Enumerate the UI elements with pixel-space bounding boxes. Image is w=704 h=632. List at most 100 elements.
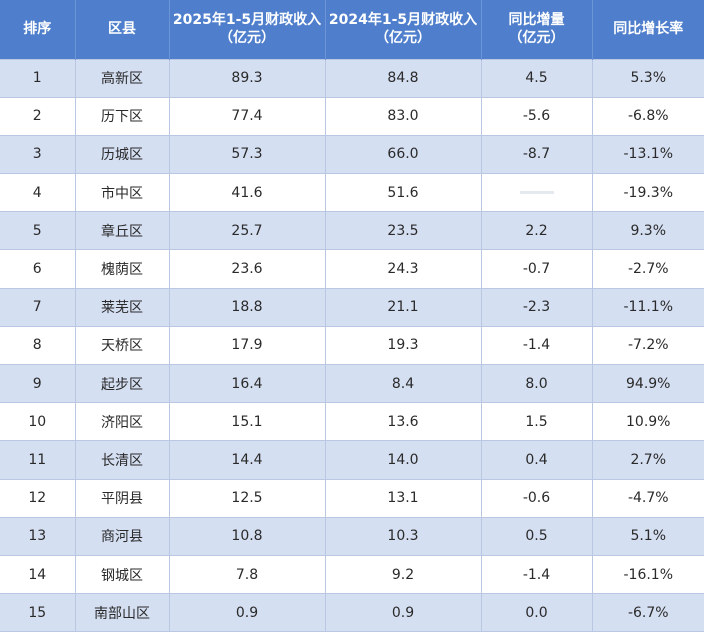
yoy-change-cell: 0.5 (480, 516, 592, 556)
table-row: 7 莱芜区 18.8 21.1 -2.3 -11.1% (0, 287, 704, 327)
district-cell: 长清区 (74, 440, 169, 480)
yoy-rate-cell: -4.7% (591, 478, 704, 518)
table-row: 1 高新区 89.3 84.8 4.5 5.3% (0, 58, 704, 98)
revenue-2025-cell: 25.7 (168, 211, 325, 250)
yoy-rate-cell: -7.2% (591, 325, 704, 365)
revenue-2024-cell: 10.3 (324, 516, 481, 556)
revenue-2025-cell: 16.4 (168, 363, 325, 403)
revenue-2024-cell: 21.1 (324, 287, 481, 327)
yoy-rate-cell: -19.3% (591, 173, 704, 212)
district-cell: 商河县 (74, 516, 169, 556)
rank-cell: 12 (0, 478, 75, 518)
district-cell: 南部山区 (74, 593, 169, 632)
table-row: 12 平阴县 12.5 13.1 -0.6 -4.7% (0, 478, 704, 518)
header-label: （亿元） (219, 30, 275, 47)
header-label: （亿元） (508, 30, 565, 47)
district-cell: 章丘区 (74, 211, 169, 250)
yoy-rate-cell: 94.9% (591, 363, 704, 403)
yoy-rate-cell: -6.8% (591, 96, 704, 136)
district-cell: 莱芜区 (74, 287, 169, 327)
table-row: 5 章丘区 25.7 23.5 2.2 9.3% (0, 211, 704, 250)
revenue-2025-cell: 10.8 (168, 516, 325, 556)
header-label: 2024年1-5月财政收入 (328, 12, 478, 29)
revenue-2025-cell: 0.9 (168, 593, 325, 632)
table-row: 8 天桥区 17.9 19.3 -1.4 -7.2% (0, 325, 704, 365)
district-cell: 起步区 (74, 363, 169, 403)
yoy-rate-cell: -2.7% (591, 249, 704, 289)
district-cell: 济阳区 (74, 402, 169, 441)
yoy-rate-cell: 9.3% (591, 211, 704, 250)
district-cell: 历下区 (74, 96, 169, 136)
rank-cell: 6 (0, 249, 75, 289)
rank-cell: 10 (0, 402, 75, 441)
revenue-2025-cell: 12.5 (168, 478, 325, 518)
header-label: 区县 (108, 21, 136, 38)
district-cell: 高新区 (74, 58, 169, 98)
district-cell: 天桥区 (74, 325, 169, 365)
yoy-rate-cell: 5.1% (591, 516, 704, 556)
rank-cell: 15 (0, 593, 75, 632)
header-revenue-2024: 2024年1-5月财政收入 （亿元） (324, 0, 481, 59)
yoy-change-cell: -8.7 (480, 134, 592, 174)
district-cell: 钢城区 (74, 554, 169, 594)
district-cell: 平阴县 (74, 478, 169, 518)
revenue-2025-cell: 18.8 (168, 287, 325, 327)
revenue-2024-cell: 83.0 (324, 96, 481, 136)
header-yoy-rate: 同比增长率 (591, 0, 704, 59)
yoy-rate-cell: 10.9% (591, 402, 704, 441)
revenue-2024-cell: 19.3 (324, 325, 481, 365)
table-row: 6 槐荫区 23.6 24.3 -0.7 -2.7% (0, 249, 704, 289)
table-row: 2 历下区 77.4 83.0 -5.6 -6.8% (0, 96, 704, 136)
header-label: （亿元） (375, 30, 431, 47)
rank-cell: 3 (0, 134, 75, 174)
district-cell: 历城区 (74, 134, 169, 174)
header-yoy-change: 同比增量 （亿元） (480, 0, 592, 59)
table-header: 排序 区县 2025年1-5月财政收入 （亿元） 2024年1-5月财政收入 （亿元） 同比… (0, 0, 704, 59)
revenue-2024-cell: 23.5 (324, 211, 481, 250)
yoy-change-cell: -1.4 (480, 325, 592, 365)
table-body: 1 高新区 89.3 84.8 4.5 5.3% 2 历下区 77.4 83.0 -5.6 -6.8%… (0, 58, 704, 632)
rank-cell: 13 (0, 516, 75, 556)
revenue-2025-cell: 23.6 (168, 249, 325, 289)
yoy-rate-cell: 2.7% (591, 440, 704, 480)
rank-cell: 5 (0, 211, 75, 250)
yoy-rate-cell: -13.1% (591, 134, 704, 174)
revenue-2024-cell: 51.6 (324, 173, 481, 212)
yoy-change-cell: -5.6 (480, 96, 592, 136)
yoy-rate-cell: -11.1% (591, 287, 704, 327)
yoy-change-cell: -0.7 (480, 249, 592, 289)
rank-cell: 8 (0, 325, 75, 365)
revenue-2024-cell: 13.6 (324, 402, 481, 441)
header-row: 排序 区县 2025年1-5月财政收入 （亿元） 2024年1-5月财政收入 （亿元） 同比… (0, 0, 704, 59)
header-label: 排序 (23, 21, 52, 38)
header-district: 区县 (74, 0, 169, 59)
table-row: 15 南部山区 0.9 0.9 0.0 -6.7% (0, 593, 704, 632)
revenue-2025-cell: 15.1 (168, 402, 325, 441)
yoy-change-cell: 1.5 (480, 402, 592, 441)
revenue-2024-cell: 14.0 (324, 440, 481, 480)
yoy-change-cell: -2.3 (480, 287, 592, 327)
revenue-2024-cell: 66.0 (324, 134, 481, 174)
rank-cell: 11 (0, 440, 75, 480)
yoy-change-cell: 8.0 (480, 363, 592, 403)
yoy-change-cell: 0.4 (480, 440, 592, 480)
obscured-value (519, 191, 554, 195)
revenue-2024-cell: 84.8 (324, 58, 481, 98)
rank-cell: 14 (0, 554, 75, 594)
revenue-2024-cell: 24.3 (324, 249, 481, 289)
yoy-change-cell: -1.4 (480, 554, 592, 594)
rank-cell: 4 (0, 173, 75, 212)
yoy-change-cell: -0.6 (480, 478, 592, 518)
revenue-2024-cell: 8.4 (324, 363, 481, 403)
header-label: 2025年1-5月财政收入 (172, 12, 322, 29)
rank-cell: 1 (0, 58, 75, 98)
header-revenue-2025: 2025年1-5月财政收入 （亿元） (168, 0, 325, 59)
revenue-2025-cell: 89.3 (168, 58, 325, 98)
revenue-2025-cell: 7.8 (168, 554, 325, 594)
yoy-change-cell (480, 173, 592, 212)
table-row: 11 长清区 14.4 14.0 0.4 2.7% (0, 440, 704, 480)
district-cell: 槐荫区 (74, 249, 169, 289)
rank-cell: 7 (0, 287, 75, 327)
